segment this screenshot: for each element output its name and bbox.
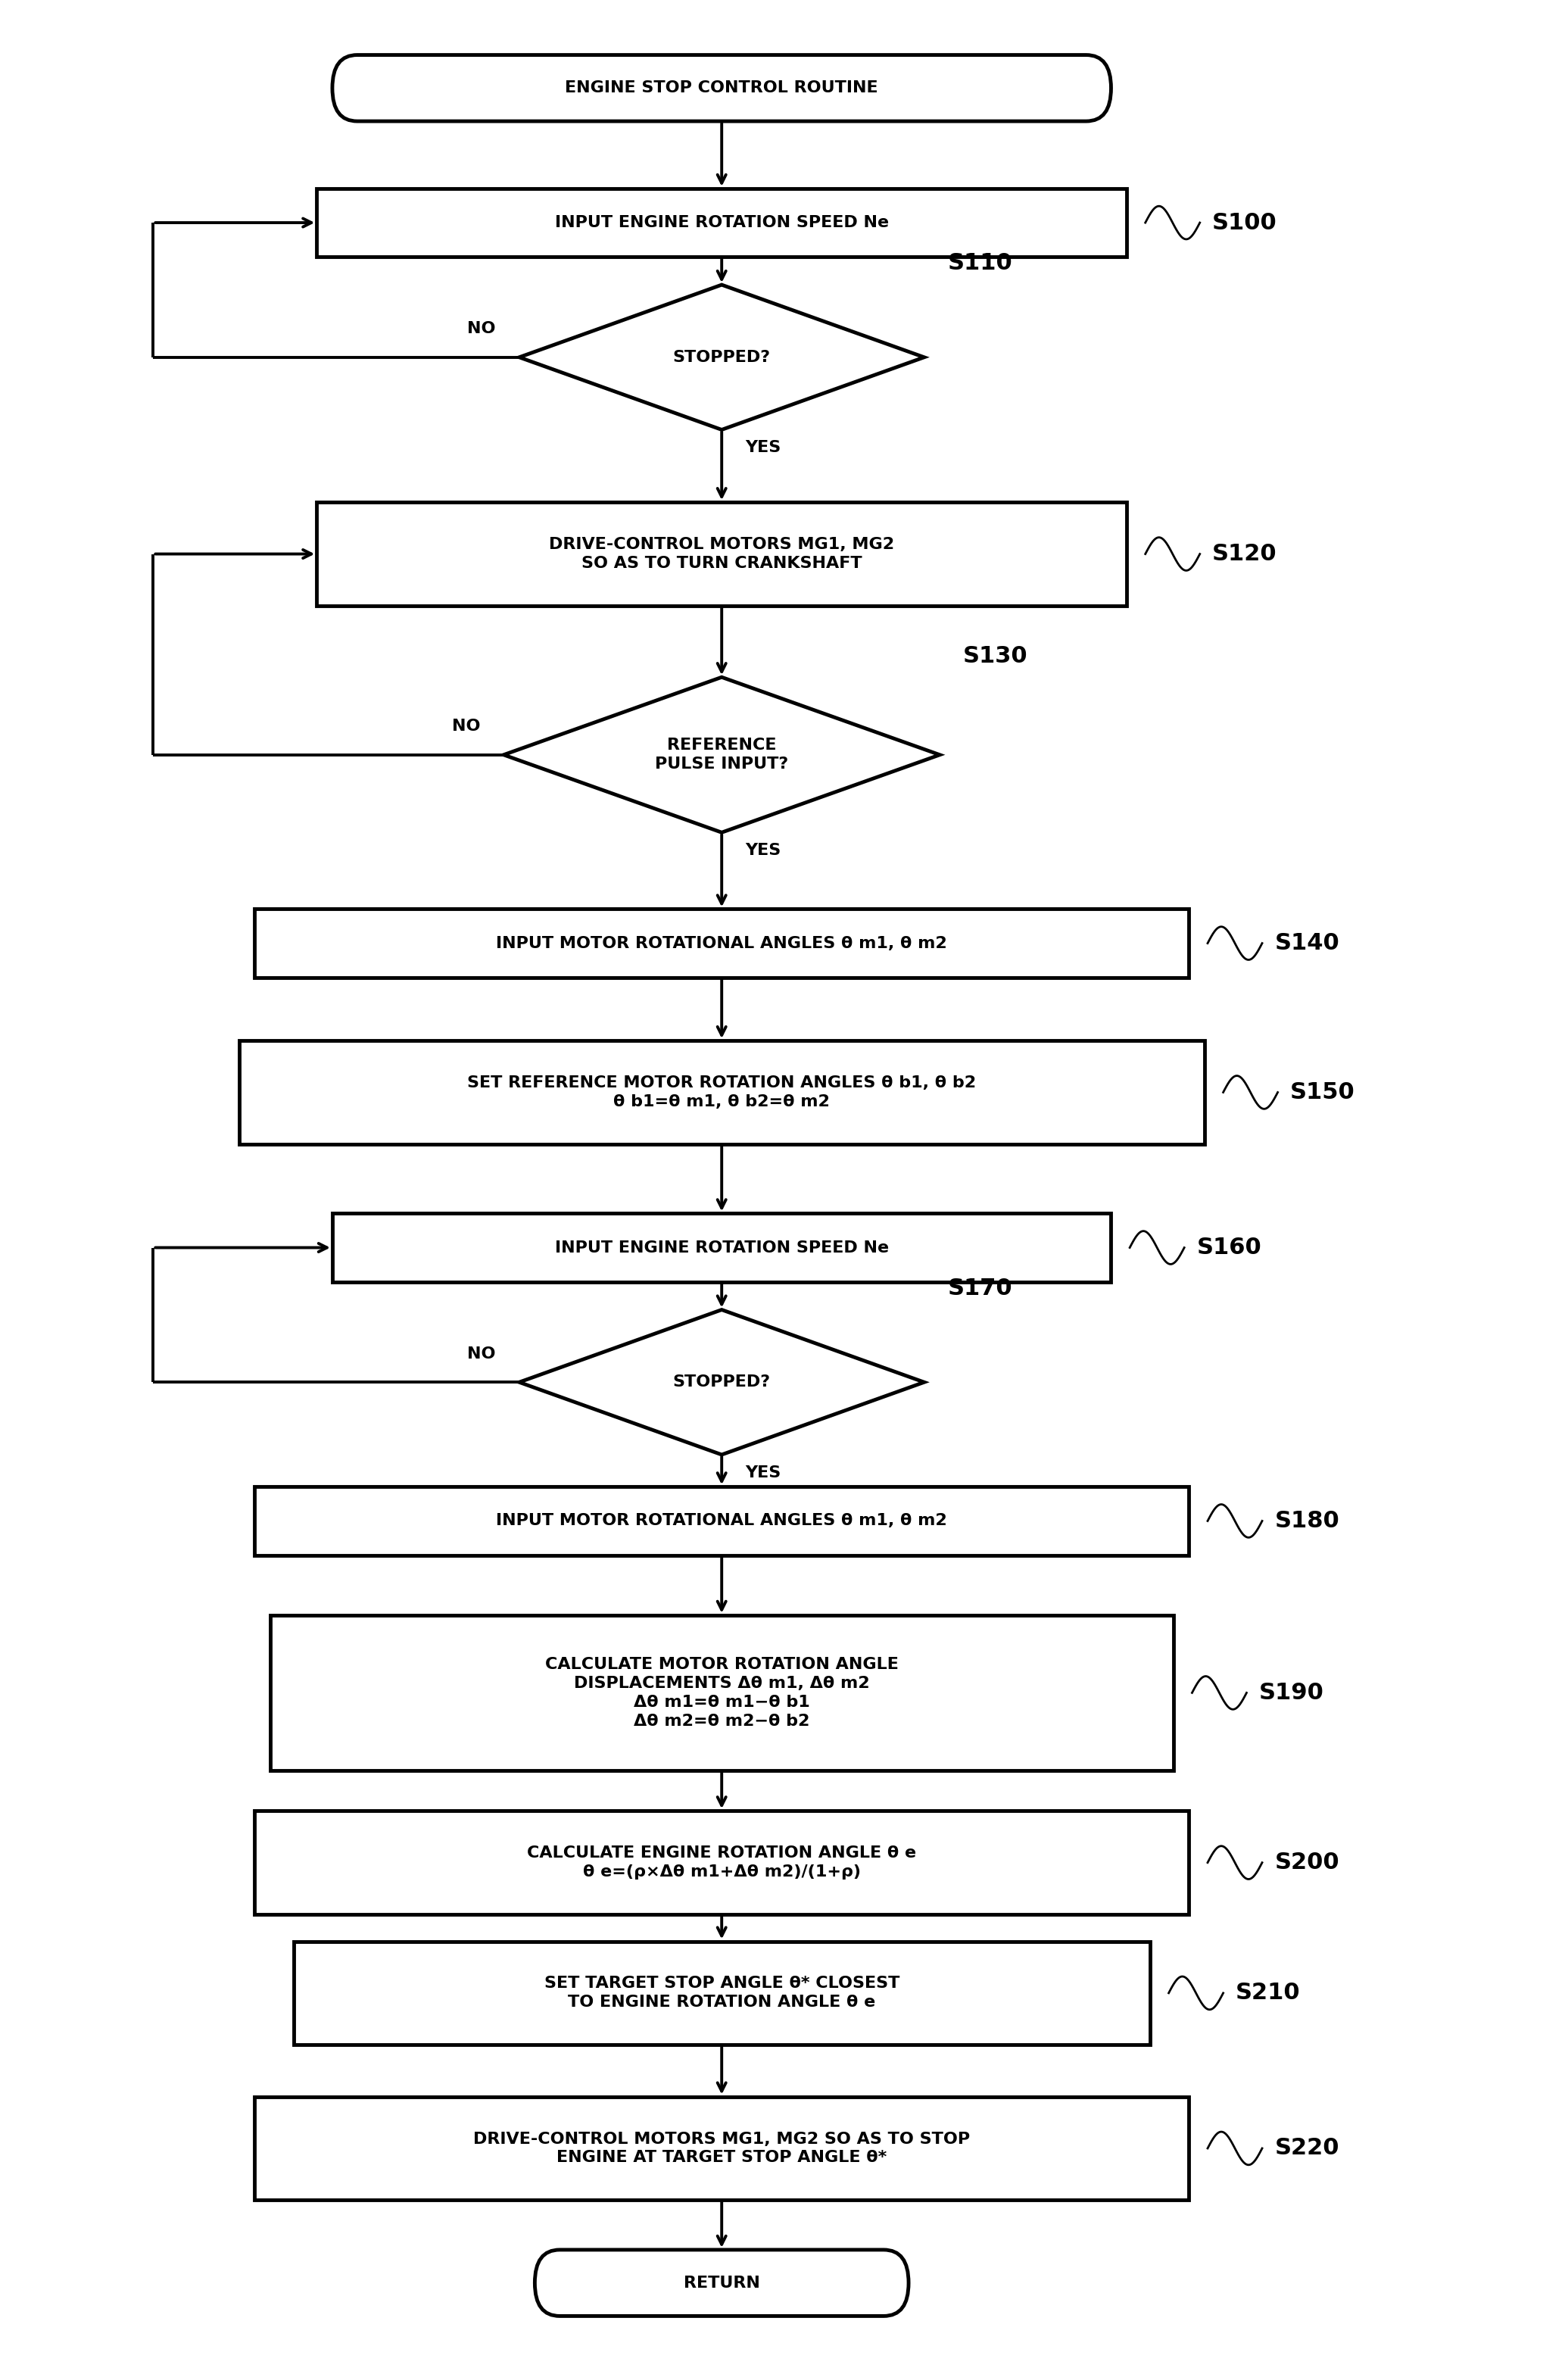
Polygon shape xyxy=(503,678,939,832)
Text: DRIVE-CONTROL MOTORS MG1, MG2
SO AS TO TURN CRANKSHAFT: DRIVE-CONTROL MOTORS MG1, MG2 SO AS TO T… xyxy=(549,536,894,571)
Text: S140: S140 xyxy=(1275,932,1339,953)
FancyBboxPatch shape xyxy=(293,1942,1149,2044)
Text: ENGINE STOP CONTROL ROUTINE: ENGINE STOP CONTROL ROUTINE xyxy=(564,81,878,95)
Text: NO: NO xyxy=(452,718,480,735)
Text: S110: S110 xyxy=(947,251,1013,275)
Text: S180: S180 xyxy=(1275,1510,1339,1532)
Text: STOPPED?: STOPPED? xyxy=(673,349,770,365)
Text: INPUT MOTOR ROTATIONAL ANGLES θ m1, θ m2: INPUT MOTOR ROTATIONAL ANGLES θ m1, θ m2 xyxy=(495,1513,947,1529)
FancyBboxPatch shape xyxy=(254,2096,1189,2200)
FancyBboxPatch shape xyxy=(535,2250,908,2316)
FancyBboxPatch shape xyxy=(254,1487,1189,1555)
Text: S190: S190 xyxy=(1259,1681,1323,1705)
Text: STOPPED?: STOPPED? xyxy=(673,1375,770,1389)
Text: NO: NO xyxy=(467,1347,495,1361)
Text: CALCULATE ENGINE ROTATION ANGLE θ e
θ e=(ρ×Δθ m1+Δθ m2)/(1+ρ): CALCULATE ENGINE ROTATION ANGLE θ e θ e=… xyxy=(527,1845,916,1880)
Text: INPUT ENGINE ROTATION SPEED Ne: INPUT ENGINE ROTATION SPEED Ne xyxy=(555,216,889,230)
Text: RETURN: RETURN xyxy=(684,2276,760,2290)
Text: NO: NO xyxy=(467,322,495,337)
Text: INPUT MOTOR ROTATIONAL ANGLES θ m1, θ m2: INPUT MOTOR ROTATIONAL ANGLES θ m1, θ m2 xyxy=(495,937,947,951)
FancyBboxPatch shape xyxy=(317,190,1127,256)
FancyBboxPatch shape xyxy=(332,55,1112,121)
Text: S120: S120 xyxy=(1212,543,1278,564)
Text: S210: S210 xyxy=(1236,1982,1300,2003)
FancyBboxPatch shape xyxy=(238,1041,1204,1145)
Text: SET REFERENCE MOTOR ROTATION ANGLES θ b1, θ b2
θ b1=θ m1, θ b2=θ m2: SET REFERENCE MOTOR ROTATION ANGLES θ b1… xyxy=(467,1076,977,1110)
Text: YES: YES xyxy=(745,441,781,455)
FancyBboxPatch shape xyxy=(317,503,1127,605)
Text: DRIVE-CONTROL MOTORS MG1, MG2 SO AS TO STOP
ENGINE AT TARGET STOP ANGLE θ*: DRIVE-CONTROL MOTORS MG1, MG2 SO AS TO S… xyxy=(474,2132,971,2165)
FancyBboxPatch shape xyxy=(254,908,1189,977)
Text: S150: S150 xyxy=(1290,1081,1355,1103)
Polygon shape xyxy=(519,285,924,429)
Text: S100: S100 xyxy=(1212,211,1278,235)
FancyBboxPatch shape xyxy=(332,1214,1112,1283)
Text: S200: S200 xyxy=(1275,1852,1339,1873)
FancyBboxPatch shape xyxy=(270,1615,1173,1771)
Text: YES: YES xyxy=(745,842,781,858)
Text: SET TARGET STOP ANGLE θ* CLOSEST
TO ENGINE ROTATION ANGLE θ e: SET TARGET STOP ANGLE θ* CLOSEST TO ENGI… xyxy=(544,1975,900,2011)
Polygon shape xyxy=(519,1309,924,1456)
Text: REFERENCE
PULSE INPUT?: REFERENCE PULSE INPUT? xyxy=(655,737,789,773)
Text: YES: YES xyxy=(745,1465,781,1480)
Text: CALCULATE MOTOR ROTATION ANGLE
DISPLACEMENTS Δθ m1, Δθ m2
Δθ m1=θ m1−θ b1
Δθ m2=: CALCULATE MOTOR ROTATION ANGLE DISPLACEM… xyxy=(546,1657,898,1728)
Text: INPUT ENGINE ROTATION SPEED Ne: INPUT ENGINE ROTATION SPEED Ne xyxy=(555,1240,889,1254)
Text: S160: S160 xyxy=(1196,1238,1262,1259)
Text: S130: S130 xyxy=(963,645,1029,666)
FancyBboxPatch shape xyxy=(254,1811,1189,1913)
Text: S170: S170 xyxy=(947,1278,1013,1299)
Text: S220: S220 xyxy=(1275,2136,1339,2160)
